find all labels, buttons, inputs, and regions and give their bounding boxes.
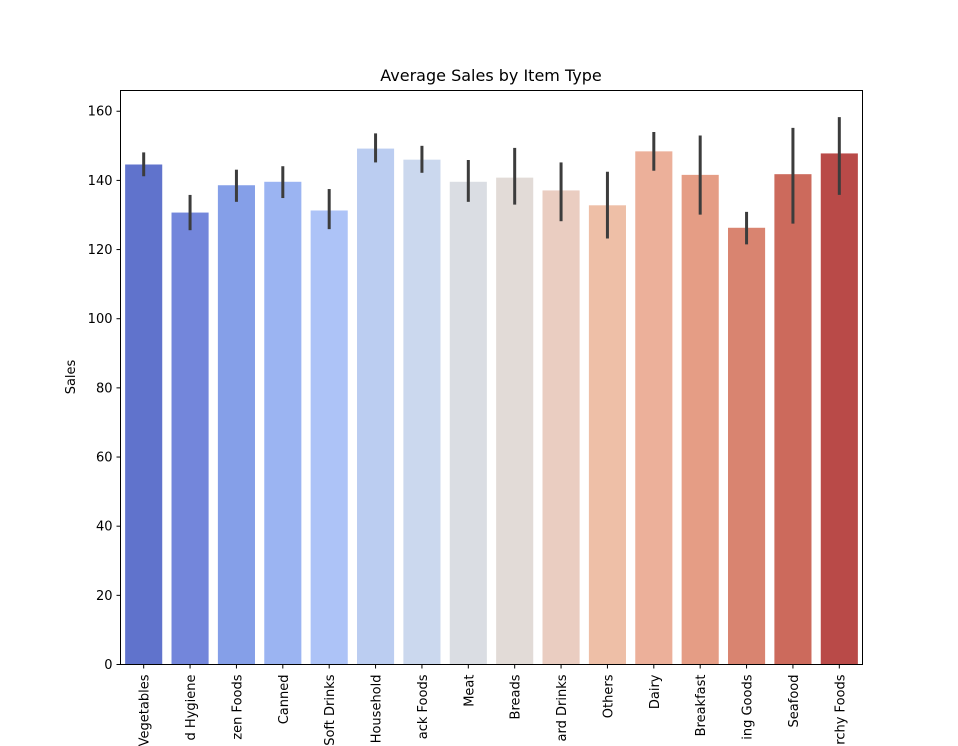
x-tick-label-11: Dairy: [648, 674, 663, 709]
x-tick-label-1: d Hygiene: [184, 674, 199, 740]
bar-2: [217, 185, 255, 665]
bar-14: [774, 174, 812, 665]
y-tick-label-3: 60: [96, 451, 113, 466]
bar-6: [403, 159, 441, 665]
y-tick-label-2: 40: [96, 520, 113, 535]
x-tick-label-2: zen Foods: [230, 674, 245, 739]
bar-3: [264, 181, 302, 665]
x-tick-label-13: ing Goods: [741, 674, 756, 739]
x-tick-label-6: ack Foods: [416, 674, 431, 739]
y-tick-label-7: 140: [88, 174, 113, 189]
bar-9: [542, 190, 580, 665]
plot-frame: [120, 90, 863, 665]
y-tick-label-1: 20: [96, 589, 113, 604]
x-tick-label-14: Seafood: [787, 675, 802, 728]
bar-5: [357, 148, 395, 665]
x-tick-label-0: Vegetables: [138, 674, 153, 746]
x-tick-label-10: Others: [601, 674, 616, 718]
bar-0: [125, 164, 163, 665]
x-tick-label-7: Meat: [462, 675, 477, 707]
bar-10: [588, 205, 626, 665]
x-tick-label-15: rchy Foods: [833, 674, 848, 744]
bars-group: [125, 148, 858, 665]
x-tick-label-8: Breads: [509, 674, 524, 719]
y-tick-label-6: 120: [88, 243, 113, 258]
y-tick-label-5: 100: [88, 312, 113, 327]
x-tick-label-12: Breakfast: [694, 675, 709, 737]
chart-title: Average Sales by Item Type: [380, 66, 601, 85]
y-axis-label: Sales: [64, 359, 79, 394]
y-axis-ticks: 0 20 40 60 80 100 120 140 160: [88, 105, 121, 673]
x-tick-label-5: Household: [370, 675, 385, 744]
x-tick-label-4: Soft Drinks: [323, 674, 338, 746]
x-axis-ticks: Vegetables d Hygiene zen Foods Canned Soft D…: [138, 664, 848, 746]
bar-7: [449, 181, 487, 665]
y-tick-label-8: 160: [88, 105, 113, 120]
y-tick-label-0: 0: [104, 658, 112, 673]
bar-4: [310, 210, 348, 665]
bar-15: [820, 153, 858, 665]
bar-13: [728, 227, 766, 665]
bar-11: [635, 151, 673, 665]
bar-8: [496, 177, 534, 665]
x-tick-label-3: Canned: [277, 675, 292, 725]
x-tick-label-9: ard Drinks: [555, 674, 570, 741]
y-tick-label-4: 80: [96, 381, 113, 396]
error-bars-group: [142, 117, 841, 245]
bar-1: [171, 212, 209, 665]
bar-12: [681, 174, 719, 665]
